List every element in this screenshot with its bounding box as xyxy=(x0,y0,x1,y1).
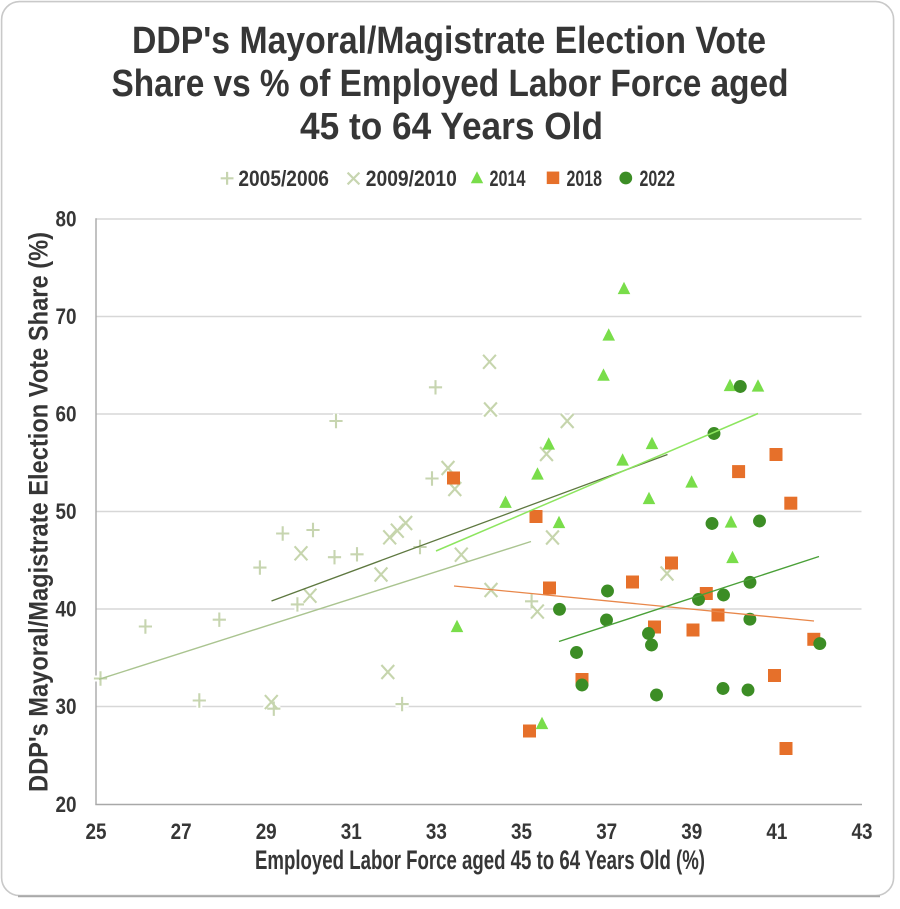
svg-text:Share vs % of Employed Labor F: Share vs % of Employed Labor Force aged xyxy=(112,63,789,105)
svg-text:41: 41 xyxy=(766,819,787,844)
svg-text:2005/2006: 2005/2006 xyxy=(238,166,329,191)
svg-text:DDP's Mayoral/Magistrate Elect: DDP's Mayoral/Magistrate Election Vote xyxy=(132,20,766,62)
svg-text:40: 40 xyxy=(56,597,77,622)
svg-text:2018: 2018 xyxy=(567,166,603,191)
svg-text:25: 25 xyxy=(86,819,107,844)
svg-text:45 to 64 Years Old: 45 to 64 Years Old xyxy=(300,106,603,148)
svg-text:27: 27 xyxy=(171,819,192,844)
svg-text:39: 39 xyxy=(681,819,702,844)
svg-text:Employed Labor Force aged 45 t: Employed Labor Force aged 45 to 64 Years… xyxy=(255,845,705,875)
svg-text:50: 50 xyxy=(56,499,77,524)
svg-text:80: 80 xyxy=(56,207,77,232)
svg-text:60: 60 xyxy=(56,402,77,427)
svg-text:29: 29 xyxy=(256,819,277,844)
svg-text:2022: 2022 xyxy=(640,166,676,191)
svg-text:33: 33 xyxy=(426,819,447,844)
svg-text:31: 31 xyxy=(341,819,362,844)
svg-text:20: 20 xyxy=(56,792,77,817)
svg-text:43: 43 xyxy=(852,819,873,844)
svg-text:2009/2010: 2009/2010 xyxy=(366,166,457,191)
svg-text:37: 37 xyxy=(596,819,617,844)
svg-text:2014: 2014 xyxy=(490,166,527,191)
svg-text:DDP's Mayoral/Magistrate Elect: DDP's Mayoral/Magistrate Election Vote S… xyxy=(24,232,54,792)
svg-text:30: 30 xyxy=(56,694,77,719)
svg-text:70: 70 xyxy=(56,304,77,329)
svg-text:35: 35 xyxy=(511,819,532,844)
